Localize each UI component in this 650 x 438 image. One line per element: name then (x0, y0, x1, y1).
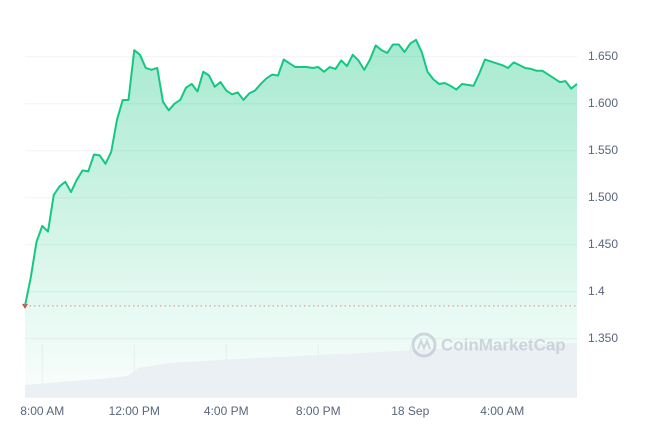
y-tick-label: 1.550 (588, 143, 618, 157)
y-tick-label: 1.600 (588, 96, 618, 110)
price-line (24, 38, 578, 307)
x-tick-label: 4:00 AM (480, 404, 524, 418)
volume-area (25, 343, 577, 397)
price-area-layer (25, 39, 577, 397)
baseline-marker (22, 303, 28, 309)
y-tick-label: 1.4 (588, 284, 605, 298)
y-tick-label: 1.450 (588, 237, 618, 251)
y-tick-label: 1.650 (588, 49, 618, 63)
x-tick-label: 4:00 PM (204, 404, 249, 418)
watermark-text: CoinMarketCap (441, 335, 566, 354)
y-tick-label: 1.350 (588, 331, 618, 345)
x-tick-label: 18 Sep (391, 404, 429, 418)
x-tick-label: 8:00 PM (296, 404, 341, 418)
watermark-logo-mark (417, 338, 431, 351)
price-area (25, 39, 577, 397)
watermark-logo (411, 332, 437, 358)
watermark: CoinMarketCap (411, 332, 566, 358)
x-tick-label: 8:00 AM (20, 404, 64, 418)
x-tick-label: 12:00 PM (109, 404, 160, 418)
price-line-layer (22, 38, 578, 309)
y-tick-label: 1.500 (588, 190, 618, 204)
